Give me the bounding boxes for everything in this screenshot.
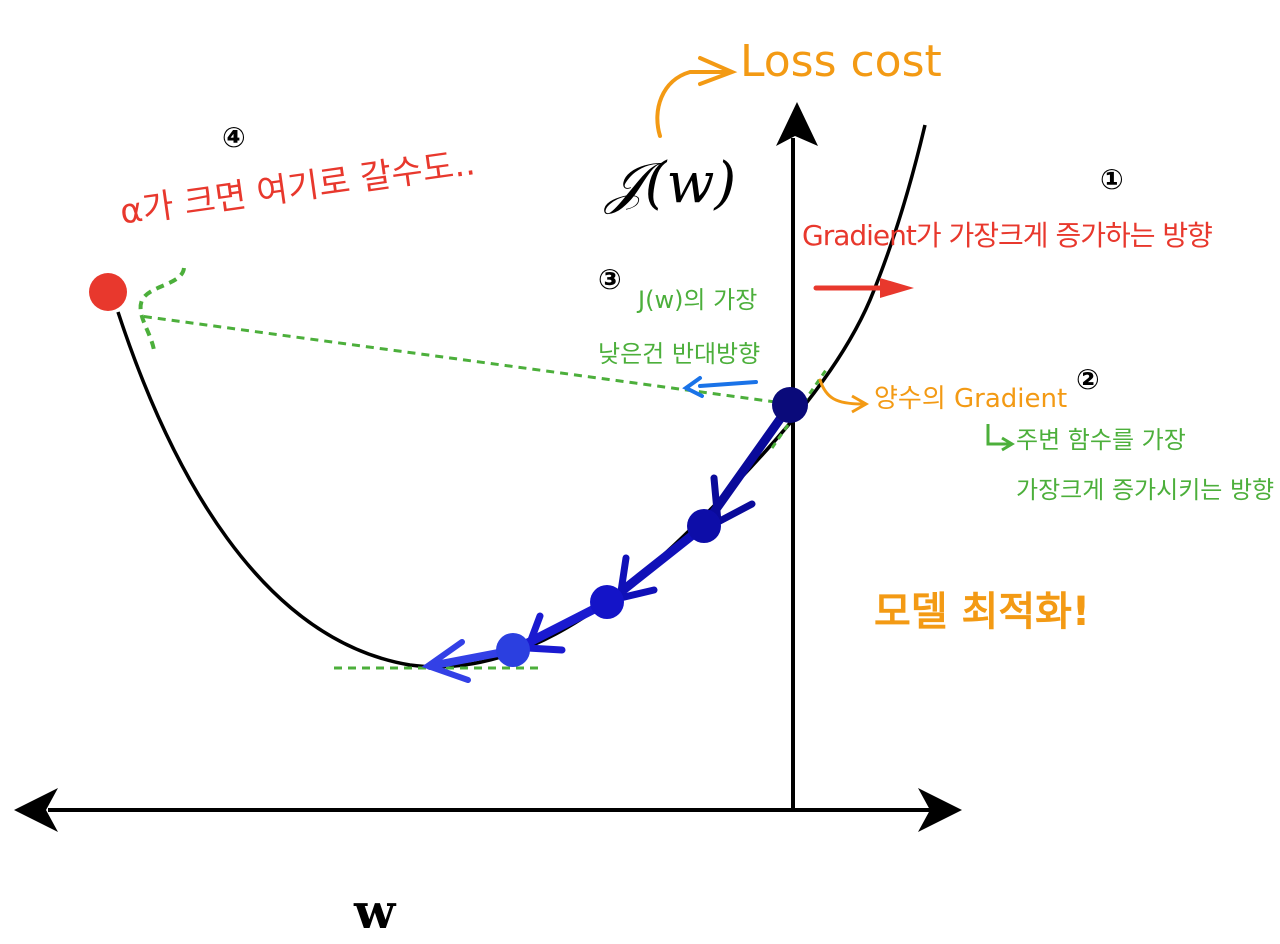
loss-cost-arrow xyxy=(655,70,730,138)
step-1-label: Gradient가 가장크게 증가하는 방향 xyxy=(802,219,1213,252)
step-point-0 xyxy=(772,387,808,423)
step-point-2 xyxy=(590,585,624,619)
y-axis-up-arrow-icon xyxy=(776,102,818,146)
overshoot-point xyxy=(89,273,127,311)
step-2-badge: ② xyxy=(1076,363,1100,396)
overshoot-dashed-hook xyxy=(138,267,186,351)
positive-gradient-pointer-head-icon xyxy=(851,394,870,414)
positive-gradient-pointer xyxy=(818,378,864,406)
step-3-line-1: J(w)의 가장 xyxy=(638,286,758,314)
x-axis xyxy=(14,788,962,832)
step-2-sub-line-2: 가장크게 증가시키는 방향 xyxy=(1016,476,1275,504)
x-axis-label: w xyxy=(354,884,396,940)
x-axis-left-arrow-icon xyxy=(14,788,58,832)
opposite-direction-arrowhead-icon xyxy=(682,376,704,398)
overshoot-dashed-line xyxy=(139,314,791,406)
y-axis xyxy=(776,102,818,810)
loss-cost-arrowhead-icon xyxy=(698,56,738,86)
step-4-badge: ④ xyxy=(222,121,246,154)
step-1-badge: ① xyxy=(1100,163,1124,196)
sub-note-pointer xyxy=(986,424,1010,446)
step-2-sub-line-1: 주변 함수를 가장 xyxy=(1016,426,1186,454)
step-3-line-2: 낮은건 반대방향 xyxy=(598,340,761,368)
sub-note-pointer-head-icon xyxy=(1001,436,1015,452)
x-axis-right-arrow-icon xyxy=(918,788,962,832)
step-point-1 xyxy=(687,509,721,543)
model-optimization-label: 모델 최적화! xyxy=(874,589,1091,635)
step-point-3 xyxy=(496,633,530,667)
step-2-label: 양수의 Gradient xyxy=(874,384,1068,414)
opposite-direction-arrow xyxy=(698,380,758,388)
gradient-direction-arrowhead-icon xyxy=(880,278,914,298)
loss-cost-label: Loss cost xyxy=(740,36,942,87)
y-axis-label: 𝒥(w) xyxy=(606,151,737,216)
step-3-badge: ③ xyxy=(598,263,622,296)
descent-path xyxy=(421,387,808,683)
